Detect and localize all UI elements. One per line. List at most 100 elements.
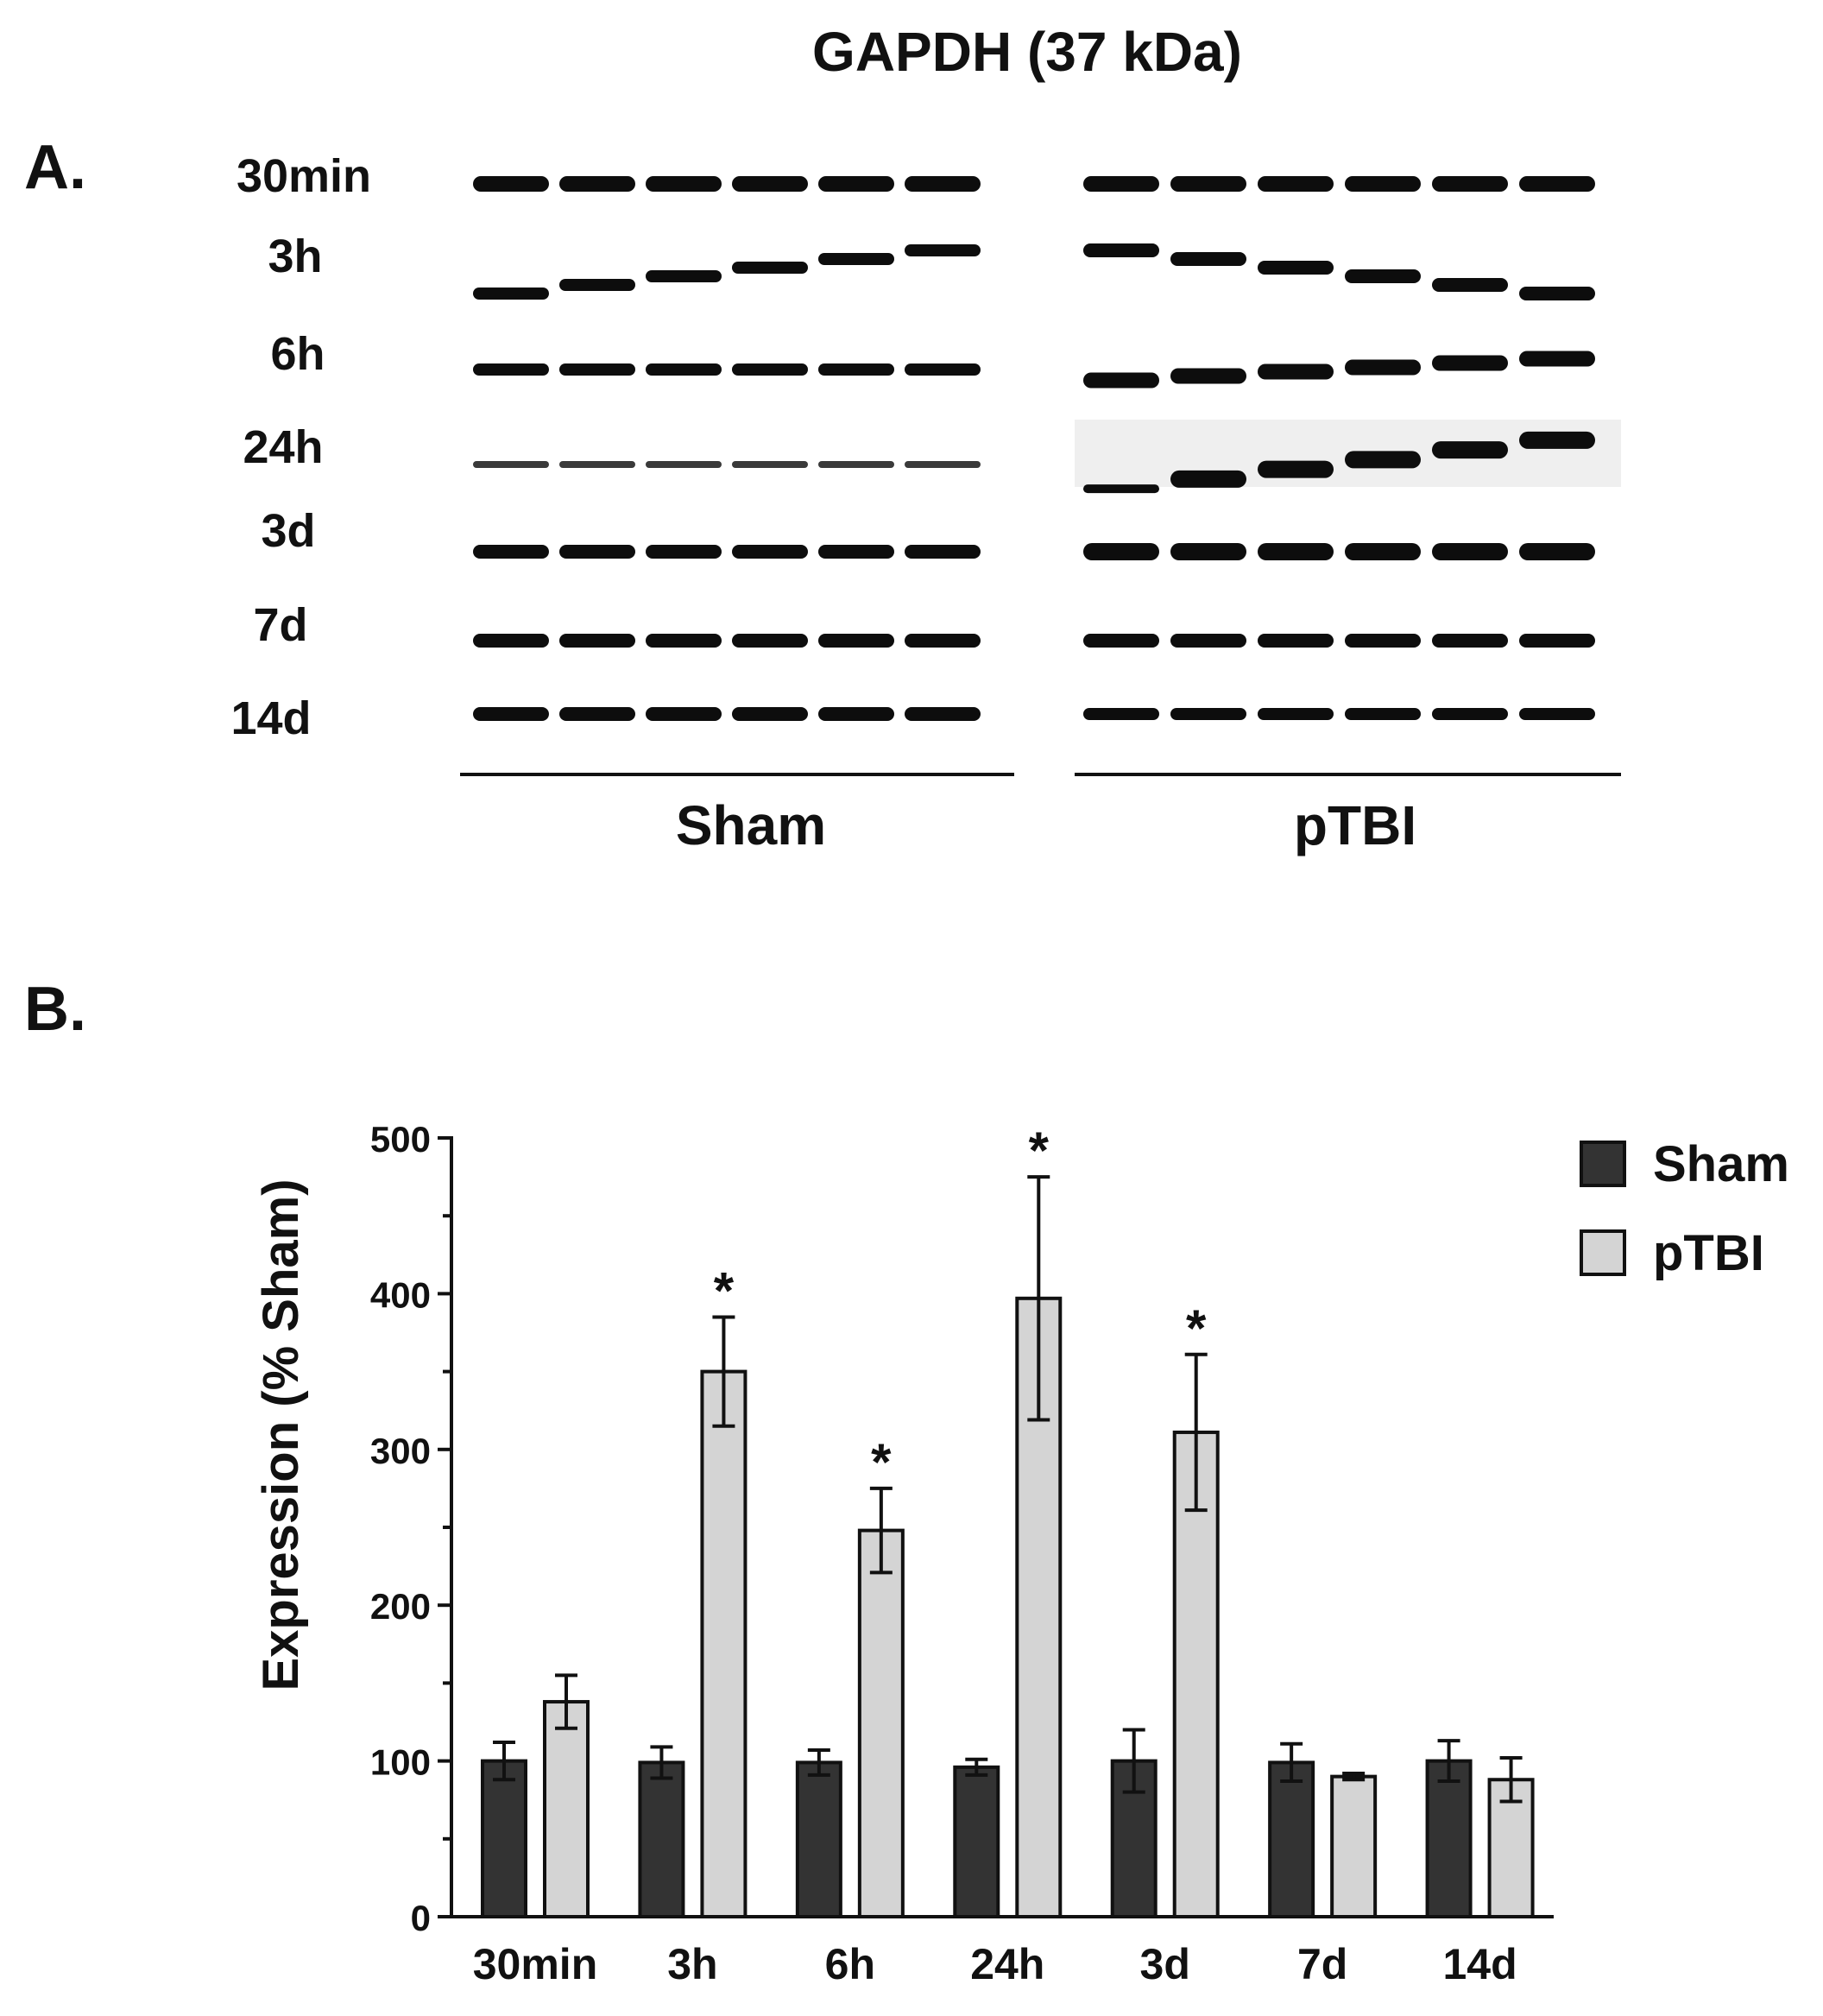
blot-row-label: 3h (268, 231, 322, 282)
blot-band (1432, 355, 1508, 371)
blot-row-labels: 30min 3h 6h 24h 3d 7d 14d (230, 150, 371, 744)
blot-band (646, 270, 722, 282)
blot-band (1432, 441, 1508, 459)
x-tick-label: 3d (1140, 1940, 1190, 1988)
blot-band (1519, 708, 1595, 720)
bar-ptbi-7d (1330, 1774, 1378, 1918)
error-bar (1027, 1175, 1050, 1422)
blot-band (473, 461, 549, 468)
legend-label-ptbi: pTBI (1653, 1225, 1764, 1281)
x-tick-label: 3h (667, 1940, 717, 1988)
error-bar (1437, 1739, 1460, 1784)
blot-band (1432, 176, 1508, 192)
blot-band (559, 545, 635, 559)
blot-band (1170, 708, 1246, 720)
blot-band (473, 176, 549, 192)
group-label-sham: Sham (676, 794, 826, 856)
blot-band (1083, 176, 1159, 192)
error-bar (869, 1486, 893, 1575)
blot-row-label: 24h (243, 421, 323, 473)
significance-marker: * (714, 1261, 735, 1319)
blot-band (1083, 243, 1159, 257)
blot-band (1432, 634, 1508, 648)
blot-band (818, 634, 894, 648)
blot-band (559, 279, 635, 291)
bar-sham-7d (1268, 1760, 1315, 1919)
significance-marker: * (1186, 1299, 1207, 1357)
blot-band (1519, 176, 1595, 192)
blot-band (1170, 543, 1246, 560)
bar-ptbi-6h (857, 1528, 905, 1919)
blot-band (732, 461, 808, 468)
y-tick-label: 200 (370, 1586, 431, 1627)
y-tick-label: 500 (370, 1119, 431, 1160)
blot-band (905, 363, 981, 376)
legend-swatch-ptbi (1580, 1229, 1626, 1276)
blot-row-label: 3d (261, 505, 315, 557)
blot-band (1170, 634, 1246, 648)
blot-band (818, 707, 894, 721)
blot-band (1519, 287, 1595, 300)
bar-sham-6h (795, 1760, 842, 1919)
blot-band (1170, 470, 1246, 488)
blot-band (1083, 543, 1159, 560)
blot-band (1258, 634, 1334, 648)
blot-band (1258, 543, 1334, 560)
blot-band (905, 244, 981, 256)
blot-band (1432, 278, 1508, 292)
blot-row-label: 14d (230, 692, 311, 744)
blot-band (1258, 460, 1334, 478)
chart-legend: Sham pTBI (1580, 1136, 1789, 1281)
blot-band (905, 707, 981, 721)
blot-band (1345, 543, 1421, 560)
group-label-ptbi: pTBI (1294, 794, 1416, 856)
error-bar (965, 1757, 988, 1777)
blot-band (818, 545, 894, 559)
blot-band (1345, 359, 1421, 376)
y-tick-label: 0 (411, 1898, 431, 1938)
bar-sham-3h (638, 1760, 685, 1919)
significance-marker: * (871, 1433, 892, 1491)
x-tick-label: 14d (1442, 1940, 1517, 1988)
blot-band (732, 176, 808, 192)
blot-row-label: 7d (253, 599, 307, 651)
blot-bands (473, 176, 1595, 721)
error-bar (493, 1740, 515, 1782)
blot-band (473, 634, 549, 648)
blot-band (646, 363, 722, 376)
blot-band (1083, 634, 1159, 648)
blot-band (646, 176, 722, 192)
blot-row-label: 30min (237, 150, 371, 202)
y-axis: 0 100 200 300 400 500 (370, 1119, 453, 1938)
bar-ptbi-30min (543, 1700, 590, 1918)
blot-band (818, 253, 894, 265)
blot-band (1432, 708, 1508, 720)
blot-band (646, 545, 722, 559)
blot-band (1519, 351, 1595, 367)
blot-band (646, 634, 722, 648)
error-bar (1342, 1772, 1366, 1782)
bar-ptbi-3h (700, 1369, 747, 1918)
blot-band (905, 545, 981, 559)
blot-band (818, 461, 894, 468)
blot-band (1519, 543, 1595, 560)
bar-sham-24h (953, 1765, 1000, 1919)
blot-band (646, 707, 722, 721)
blot-band (1258, 363, 1334, 380)
bar-sham-14d (1425, 1759, 1473, 1918)
blot-band (559, 461, 635, 468)
blot-band (1519, 634, 1595, 648)
error-bar (650, 1745, 673, 1780)
blot-band (1083, 708, 1159, 720)
blot-band (905, 634, 981, 648)
error-bar (555, 1673, 577, 1730)
blot-band (1432, 543, 1508, 560)
bar-sham-30min (481, 1759, 527, 1918)
blot-row-label: 6h (270, 328, 325, 380)
error-bar (1122, 1728, 1145, 1794)
y-tick-label: 100 (370, 1742, 431, 1783)
error-bar (807, 1747, 830, 1777)
bar-series: * * * * (481, 1122, 1535, 1919)
panel-b-label: B. (24, 975, 86, 1044)
